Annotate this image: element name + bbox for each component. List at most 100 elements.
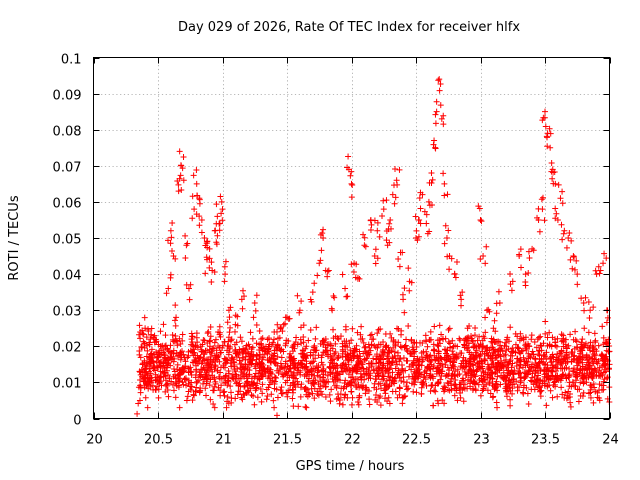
data-point (347, 347, 354, 354)
data-point (227, 304, 234, 311)
data-point (547, 387, 554, 394)
data-point (137, 335, 144, 342)
data-point (357, 331, 364, 338)
data-point (398, 344, 405, 351)
data-point (326, 391, 333, 398)
data-point (476, 343, 483, 350)
data-point (486, 308, 493, 315)
data-point (204, 244, 211, 251)
data-point (372, 246, 379, 253)
data-point (202, 385, 209, 392)
data-point (171, 317, 178, 324)
data-point (226, 329, 233, 336)
data-point (379, 349, 386, 356)
data-point (547, 130, 554, 137)
data-point (240, 390, 247, 397)
data-point (305, 337, 312, 344)
data-point (531, 386, 538, 393)
data-point (509, 385, 516, 392)
data-point (244, 379, 251, 386)
data-point (539, 194, 546, 201)
data-point (141, 359, 148, 366)
data-point (428, 170, 435, 177)
data-point (416, 366, 423, 373)
data-point (196, 213, 203, 220)
data-point (314, 272, 321, 279)
data-point (348, 168, 355, 175)
data-point (559, 200, 566, 207)
data-point (152, 386, 159, 393)
data-point (442, 335, 449, 342)
data-point (566, 230, 573, 237)
data-point (581, 307, 588, 314)
data-point (478, 372, 485, 379)
data-point (482, 260, 489, 267)
data-point (257, 344, 264, 351)
data-point (570, 368, 577, 375)
data-point (489, 344, 496, 351)
data-point (456, 335, 463, 342)
data-point (207, 366, 214, 373)
data-point (529, 361, 536, 368)
data-point (403, 383, 410, 390)
data-point (451, 392, 458, 399)
data-point (324, 347, 331, 354)
data-point (307, 360, 314, 367)
data-point (219, 217, 226, 224)
data-point (415, 233, 422, 240)
data-point (360, 231, 367, 238)
data-point (164, 237, 171, 244)
data-point (572, 328, 579, 335)
data-point (542, 108, 548, 115)
data-point (559, 371, 566, 378)
data-point (396, 263, 403, 270)
data-point (458, 302, 465, 309)
data-point (379, 369, 386, 376)
data-point (537, 388, 544, 395)
data-point (479, 387, 486, 394)
data-point (435, 348, 442, 355)
data-point (394, 181, 401, 188)
data-point (559, 188, 566, 195)
data-point (182, 232, 189, 239)
data-point (341, 391, 348, 398)
data-point (442, 361, 449, 368)
data-point (431, 387, 438, 394)
data-point (587, 386, 594, 393)
data-point (308, 371, 315, 378)
data-point (476, 333, 483, 340)
data-point (238, 394, 245, 401)
data-point (457, 350, 464, 357)
data-point (365, 375, 372, 382)
data-point (151, 332, 158, 339)
data-point (415, 358, 422, 365)
data-point (534, 375, 541, 382)
data-point (169, 336, 176, 343)
data-point (257, 364, 264, 371)
data-point (354, 275, 361, 282)
data-point (477, 256, 484, 263)
data-point (469, 338, 476, 345)
data-point (259, 390, 266, 397)
data-point (205, 357, 212, 364)
data-point (315, 392, 322, 399)
data-point (402, 343, 409, 350)
data-point (537, 342, 544, 349)
data-point (590, 381, 597, 388)
data-point (143, 368, 150, 375)
data-point (458, 381, 465, 388)
data-point (238, 296, 245, 303)
data-point (561, 227, 568, 234)
data-point (284, 393, 291, 400)
data-point (347, 367, 354, 374)
data-point (226, 314, 233, 321)
data-point (525, 367, 532, 374)
data-point (453, 258, 460, 265)
data-point (449, 337, 456, 344)
data-point (538, 356, 545, 363)
data-point (549, 175, 556, 182)
data-point (414, 237, 421, 244)
data-point (366, 372, 373, 379)
data-point (456, 385, 463, 392)
data-point (330, 378, 337, 385)
